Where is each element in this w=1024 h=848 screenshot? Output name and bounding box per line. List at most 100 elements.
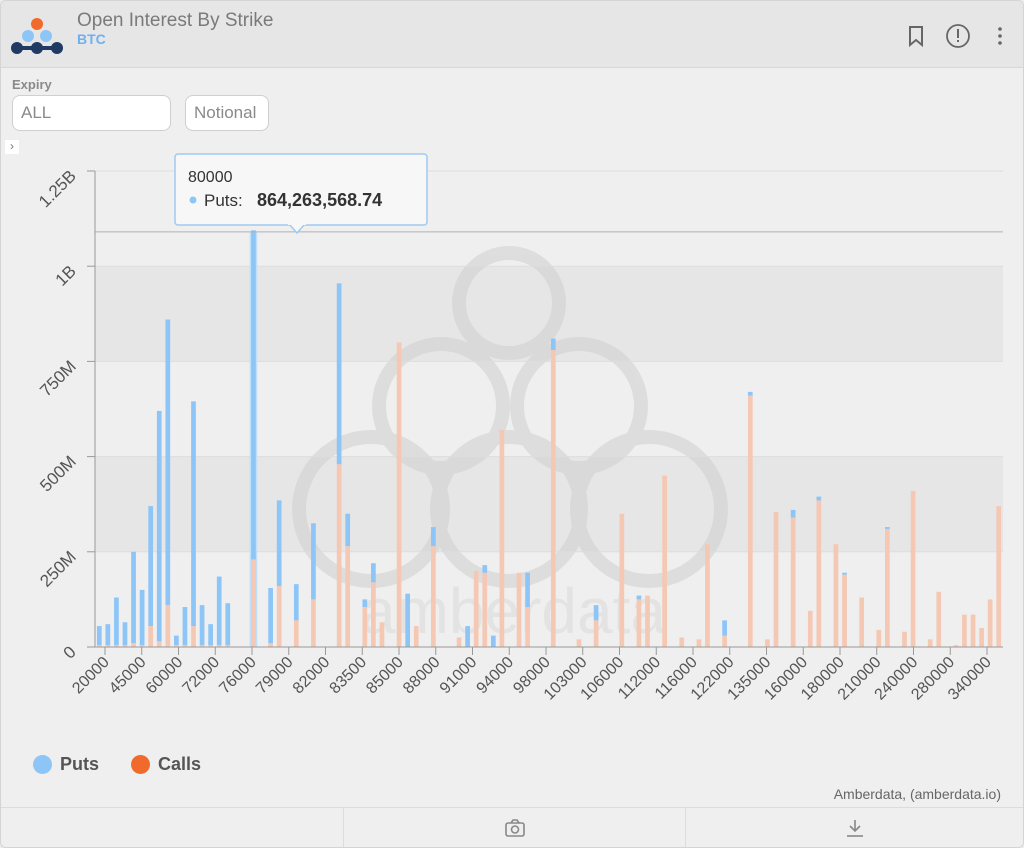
bookmark-icon[interactable] (903, 23, 929, 49)
bar-calls[interactable] (765, 639, 770, 647)
bar-calls[interactable] (148, 626, 154, 647)
bar-puts[interactable] (362, 599, 368, 608)
bar-puts[interactable] (216, 576, 222, 646)
bar-calls[interactable] (516, 572, 522, 647)
credits[interactable]: Amberdata, (amberdata.io) (833, 786, 1001, 802)
bar-puts[interactable] (816, 496, 822, 501)
bar-puts[interactable] (131, 551, 136, 644)
bar-calls[interactable] (105, 645, 111, 647)
bar-calls[interactable] (182, 645, 188, 647)
bar-puts[interactable] (276, 500, 282, 587)
bar-puts[interactable] (525, 572, 530, 608)
bar-puts[interactable] (208, 624, 213, 646)
bar-puts[interactable] (96, 626, 102, 646)
bar-puts[interactable] (482, 565, 488, 573)
bar-calls[interactable] (122, 645, 128, 647)
bar-calls[interactable] (225, 645, 231, 647)
bar-calls[interactable] (593, 620, 599, 647)
bar-calls[interactable] (336, 464, 342, 647)
bar-calls[interactable] (473, 570, 479, 647)
expiry-select[interactable]: ALL (12, 95, 171, 131)
bar-puts[interactable] (225, 603, 231, 646)
bar-calls[interactable] (705, 544, 710, 647)
bar-calls[interactable] (276, 586, 282, 647)
bar-calls[interactable] (208, 645, 213, 647)
bar-puts[interactable] (790, 509, 796, 518)
bar-puts[interactable] (550, 338, 556, 350)
bar-calls[interactable] (165, 605, 171, 647)
bar-calls[interactable] (645, 595, 650, 647)
bar-calls[interactable] (216, 645, 222, 647)
bar-puts[interactable] (165, 319, 171, 606)
more-vertical-icon[interactable] (987, 23, 1013, 49)
info-icon[interactable] (945, 23, 971, 49)
bar-puts[interactable] (114, 597, 119, 646)
bar-puts[interactable] (593, 605, 599, 621)
bar-puts[interactable] (251, 230, 256, 560)
bar-calls[interactable] (679, 637, 685, 647)
bar-calls[interactable] (362, 607, 368, 647)
bar-puts[interactable] (431, 527, 436, 547)
bar-calls[interactable] (747, 395, 753, 647)
screenshot-button[interactable] (344, 808, 686, 847)
bar-puts[interactable] (293, 584, 299, 621)
bar-puts[interactable] (182, 607, 188, 646)
bar-calls[interactable] (379, 622, 385, 647)
bar-puts[interactable] (191, 401, 196, 627)
bar-calls[interactable] (482, 572, 488, 647)
bar-calls[interactable] (996, 506, 1002, 647)
bar-puts[interactable] (722, 620, 727, 636)
bar-calls[interactable] (156, 641, 162, 647)
bar-calls[interactable] (885, 528, 890, 647)
bar-calls[interactable] (499, 429, 505, 647)
bar-calls[interactable] (842, 574, 847, 647)
bar-calls[interactable] (722, 635, 727, 647)
bar-calls[interactable] (114, 645, 119, 647)
bar-calls[interactable] (619, 513, 625, 647)
bar-calls[interactable] (833, 544, 839, 647)
bar-calls[interactable] (371, 582, 376, 647)
bar-calls[interactable] (293, 620, 299, 647)
bar-calls[interactable] (199, 645, 205, 647)
chevron-right-icon[interactable]: › (5, 140, 19, 154)
bar-calls[interactable] (970, 614, 976, 647)
bar-calls[interactable] (662, 475, 667, 647)
bar-calls[interactable] (311, 599, 316, 647)
unit-select[interactable]: Notional (185, 95, 269, 131)
bar-calls[interactable] (962, 614, 967, 647)
bar-puts[interactable] (636, 595, 642, 600)
bar-calls[interactable] (413, 626, 419, 647)
bar-calls[interactable] (345, 546, 351, 647)
bar-puts[interactable] (747, 391, 753, 396)
bar-calls[interactable] (576, 639, 582, 647)
bar-calls[interactable] (268, 643, 273, 647)
bar-calls[interactable] (816, 500, 822, 647)
bar-puts[interactable] (465, 626, 470, 647)
bar-calls[interactable] (927, 639, 933, 647)
bar-puts[interactable] (139, 589, 145, 646)
bar-puts[interactable] (885, 527, 890, 529)
bar-calls[interactable] (131, 643, 136, 647)
bar-puts[interactable] (268, 587, 273, 644)
bar-puts[interactable] (371, 563, 376, 583)
bar-calls[interactable] (636, 599, 642, 647)
bar-calls[interactable] (876, 629, 882, 647)
bar-calls[interactable] (859, 597, 865, 647)
bar-puts[interactable] (345, 513, 351, 547)
bar-calls[interactable] (979, 627, 984, 647)
bar-puts[interactable] (336, 283, 342, 465)
download-button[interactable] (686, 808, 1023, 847)
bar-calls[interactable] (696, 639, 702, 647)
bar-calls[interactable] (139, 645, 145, 647)
bar-calls[interactable] (953, 645, 959, 647)
bar-puts[interactable] (842, 572, 847, 575)
legend-item-calls[interactable]: Calls (131, 752, 201, 776)
bar-calls[interactable] (431, 546, 436, 647)
bar-calls[interactable] (807, 610, 813, 647)
bar-calls[interactable] (936, 591, 942, 647)
bar-puts[interactable] (105, 624, 111, 646)
legend-item-puts[interactable]: Puts (33, 752, 99, 776)
bar-calls[interactable] (790, 517, 796, 647)
bar-puts[interactable] (490, 635, 496, 647)
bar-calls[interactable] (251, 559, 256, 647)
